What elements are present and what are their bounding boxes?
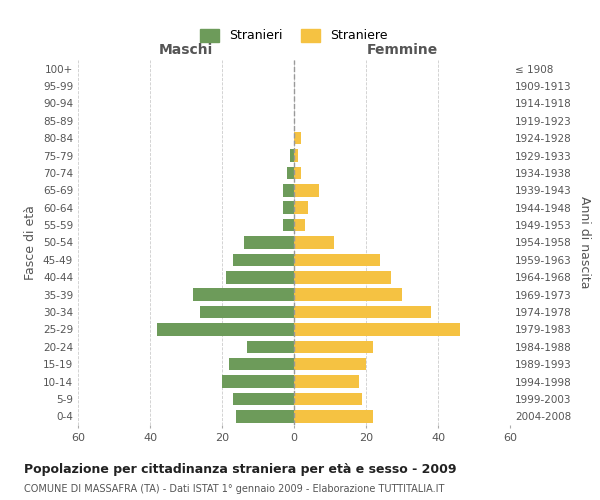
Bar	[233, 254, 294, 266]
Bar	[294, 358, 366, 370]
Text: COMUNE DI MASSAFRA (TA) - Dati ISTAT 1° gennaio 2009 - Elaborazione TUTTITALIA.I: COMUNE DI MASSAFRA (TA) - Dati ISTAT 1° …	[24, 484, 445, 494]
Bar	[283, 202, 294, 214]
Bar	[236, 410, 294, 422]
Bar	[283, 219, 294, 232]
Y-axis label: Anni di nascita: Anni di nascita	[578, 196, 591, 289]
Bar	[294, 166, 301, 179]
Bar	[294, 219, 305, 232]
Bar	[247, 340, 294, 353]
Bar	[294, 376, 359, 388]
Bar	[294, 392, 362, 405]
Bar	[229, 358, 294, 370]
Bar	[222, 376, 294, 388]
Bar	[294, 254, 380, 266]
Bar	[294, 202, 308, 214]
Bar	[226, 271, 294, 283]
Bar	[294, 288, 402, 301]
Bar	[157, 323, 294, 336]
Bar	[294, 323, 460, 336]
Bar	[294, 236, 334, 249]
Bar	[294, 184, 319, 196]
Bar	[294, 132, 301, 144]
Bar	[294, 150, 298, 162]
Y-axis label: Fasce di età: Fasce di età	[25, 205, 37, 280]
Bar	[233, 392, 294, 405]
Bar	[294, 306, 431, 318]
Bar	[294, 271, 391, 283]
Bar	[294, 410, 373, 422]
Bar	[287, 166, 294, 179]
Bar	[244, 236, 294, 249]
Bar	[193, 288, 294, 301]
Bar	[290, 150, 294, 162]
Bar	[200, 306, 294, 318]
Bar	[283, 184, 294, 196]
Text: Femmine: Femmine	[367, 42, 437, 56]
Legend: Stranieri, Straniere: Stranieri, Straniere	[194, 22, 394, 48]
Bar	[294, 340, 373, 353]
Text: Popolazione per cittadinanza straniera per età e sesso - 2009: Popolazione per cittadinanza straniera p…	[24, 462, 457, 475]
Text: Maschi: Maschi	[159, 42, 213, 56]
